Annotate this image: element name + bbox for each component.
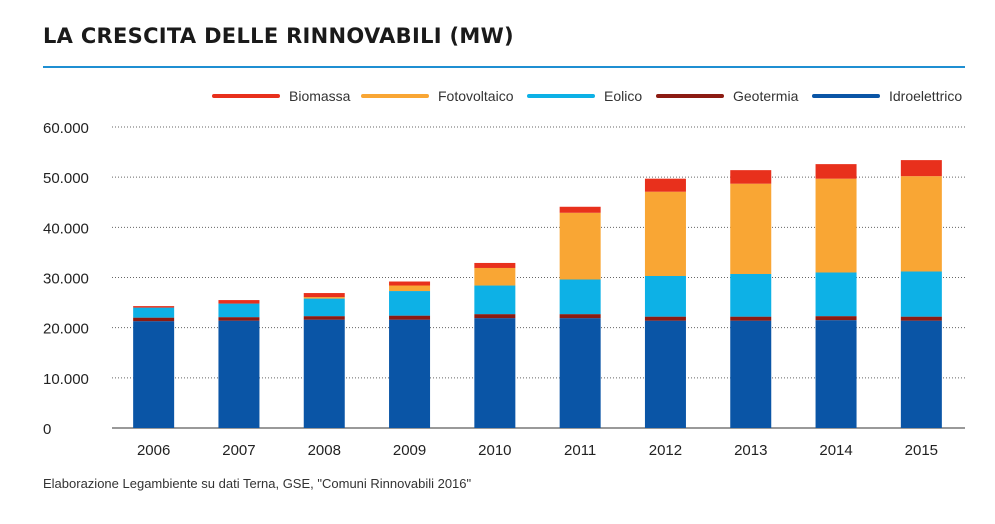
y-tick-label: 20.000 xyxy=(43,321,89,338)
bar-segment-eolico xyxy=(644,275,686,317)
x-tick-label: 2009 xyxy=(393,442,426,459)
bar-segment-geotermia xyxy=(815,316,857,321)
legend-label-eolico: Eolico xyxy=(604,88,643,104)
legend-swatch-biomassa xyxy=(212,94,280,98)
bar-segment-idroelettrico xyxy=(730,320,772,428)
bar-segment-idroelettrico xyxy=(815,320,857,428)
y-tick-label: 50.000 xyxy=(43,170,89,187)
legend-item-geotermia: Geotermia xyxy=(656,86,798,106)
bar-segment-geotermia xyxy=(559,314,601,319)
bar-segment-idroelettrico xyxy=(474,318,516,428)
bar-segment-eolico xyxy=(389,291,431,316)
legend-item-eolico: Eolico xyxy=(527,86,642,106)
bar-segment-fotovoltaico xyxy=(303,297,345,299)
bar-segment-idroelettrico xyxy=(133,321,175,428)
bar-segment-eolico xyxy=(815,272,857,317)
bar-segment-fotovoltaico xyxy=(815,178,857,273)
bar-segment-eolico xyxy=(730,273,772,317)
bar-segment-biomassa xyxy=(303,293,345,298)
bar-segment-biomassa xyxy=(474,262,516,268)
bar-segment-geotermia xyxy=(389,315,431,320)
bar-segment-biomassa xyxy=(133,306,175,308)
bar-segment-fotovoltaico xyxy=(474,267,516,286)
bar-segment-biomassa xyxy=(815,164,857,179)
bar-segment-eolico xyxy=(218,303,260,318)
legend-item-biomassa: Biomassa xyxy=(212,86,350,106)
x-tick-label: 2007 xyxy=(222,442,255,459)
x-tick-label: 2013 xyxy=(734,442,767,459)
bar-segment-fotovoltaico xyxy=(644,191,686,276)
bar-segment-idroelettrico xyxy=(900,320,942,428)
x-tick-label: 2006 xyxy=(137,442,170,459)
bar-segment-eolico xyxy=(559,279,601,315)
bar-segment-idroelettrico xyxy=(644,320,686,428)
bar-segment-geotermia xyxy=(474,314,516,319)
bar-segment-idroelettrico xyxy=(303,319,345,428)
bar-segment-geotermia xyxy=(644,316,686,321)
y-tick-label: 40.000 xyxy=(43,220,89,237)
x-tick-label: 2010 xyxy=(478,442,511,459)
legend-item-fotovoltaico: Fotovoltaico xyxy=(361,86,513,106)
bar-segment-eolico xyxy=(303,298,345,317)
legend-swatch-fotovoltaico xyxy=(361,94,429,98)
bar-segment-biomassa xyxy=(730,170,772,184)
bar-segment-geotermia xyxy=(900,316,942,321)
x-tick-label: 2012 xyxy=(649,442,682,459)
legend-label-biomassa: Biomassa xyxy=(289,88,351,104)
bar-segment-idroelettrico xyxy=(218,320,260,428)
legend-swatch-geotermia xyxy=(656,94,724,98)
y-tick-label: 0 xyxy=(43,421,51,438)
bar-segment-geotermia xyxy=(218,317,260,321)
bar-segment-geotermia xyxy=(730,316,772,321)
bar-segment-biomassa xyxy=(389,281,431,286)
bar-segment-fotovoltaico xyxy=(389,285,431,292)
title-rule xyxy=(43,66,965,68)
bar-segment-geotermia xyxy=(303,316,345,320)
bar-segment-fotovoltaico xyxy=(730,183,772,274)
legend-label-geotermia: Geotermia xyxy=(733,88,799,104)
bar-segment-eolico xyxy=(900,271,942,317)
bar-segment-biomassa xyxy=(559,206,601,213)
bar-segment-idroelettrico xyxy=(559,318,601,428)
x-tick-label: 2008 xyxy=(308,442,341,459)
source-note: Elaborazione Legambiente su dati Terna, … xyxy=(43,476,472,491)
x-tick-label: 2015 xyxy=(905,442,938,459)
bar-segment-fotovoltaico xyxy=(900,176,942,272)
y-tick-label: 30.000 xyxy=(43,271,89,288)
legend-swatch-eolico xyxy=(527,94,595,98)
legend-label-idroelettrico: Idroelettrico xyxy=(889,88,963,104)
bar-segment-biomassa xyxy=(644,178,686,192)
bar-segment-biomassa xyxy=(218,300,260,304)
bar-segment-fotovoltaico xyxy=(559,212,601,280)
bar-segment-idroelettrico xyxy=(389,319,431,428)
legend-item-idroelettrico: Idroelettrico xyxy=(812,86,962,106)
bar-segment-geotermia xyxy=(133,317,175,322)
stacked-bar-chart: 0 10.000 20.000 30.000 40.000 50.000 60.000 200… xyxy=(43,120,965,459)
x-tick-label: 2014 xyxy=(819,442,852,459)
y-tick-label: 60.000 xyxy=(43,120,89,137)
y-tick-label: 10.000 xyxy=(43,371,89,388)
chart-title: LA CRESCITA DELLE RINNOVABILI (MW) xyxy=(43,24,514,48)
bar-segment-biomassa xyxy=(900,160,942,177)
bar-segment-eolico xyxy=(474,285,516,315)
legend: Biomassa Fotovoltaico Eolico Geotermia I… xyxy=(0,86,995,106)
legend-swatch-idroelettrico xyxy=(812,94,880,98)
bar-segment-eolico xyxy=(133,307,175,318)
x-tick-label: 2011 xyxy=(564,442,596,459)
legend-label-fotovoltaico: Fotovoltaico xyxy=(438,88,514,104)
